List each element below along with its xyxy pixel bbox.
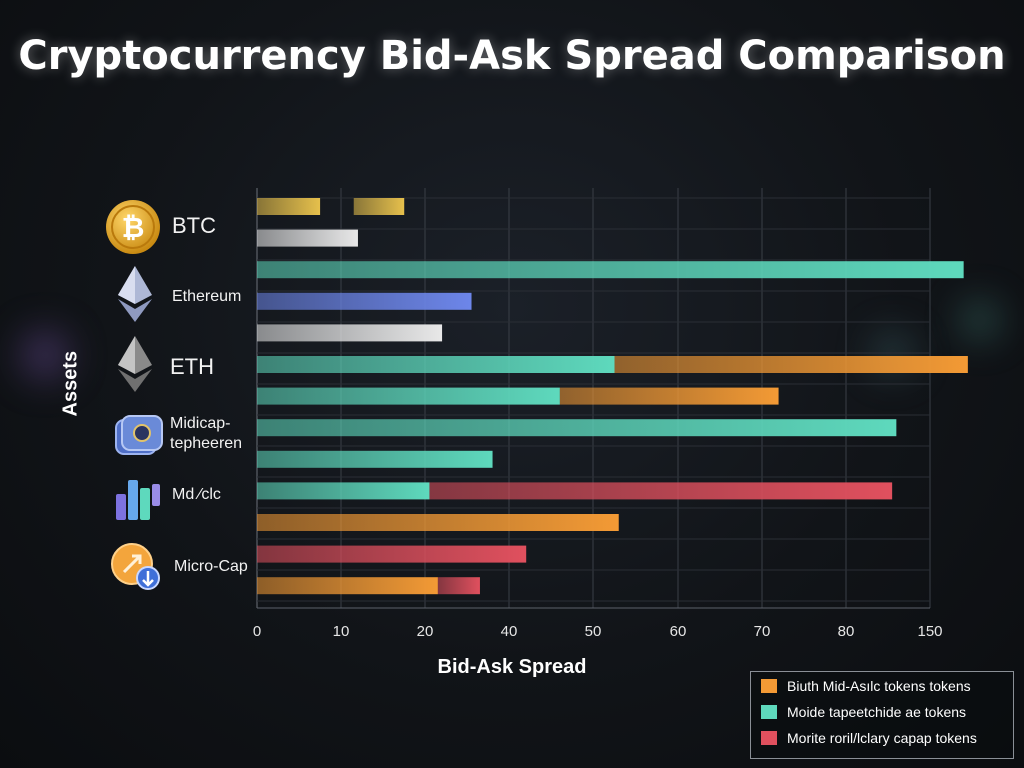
bar-segment <box>437 577 480 595</box>
bar-segment <box>257 577 438 595</box>
ethereum-icon <box>118 266 152 322</box>
x-tick-label: 10 <box>333 623 350 640</box>
legend-swatch <box>761 705 777 719</box>
bar-segment <box>257 482 430 500</box>
bar-segment <box>257 261 964 279</box>
legend-label: Biuth Mid-Asılc tokens tokens <box>787 678 971 694</box>
x-tick-label: 150 <box>917 623 942 640</box>
legend-label: Moide tapeetchide ae tokens <box>787 704 967 720</box>
asset-label-eth: ETH <box>170 354 214 379</box>
x-tick-label: 60 <box>670 623 687 640</box>
chart-title: Cryptocurrency Bid-Ask Spread Comparison <box>18 33 1006 79</box>
legend-label: Morite roril/lclary capap tokens <box>787 730 977 746</box>
x-axis-label: Bid-Ask Spread <box>437 656 587 678</box>
asset-label-ethereum: Ethereum <box>172 288 242 305</box>
bar-segment <box>257 324 443 342</box>
lock-cube-icon <box>115 415 163 455</box>
bar-segment <box>257 229 358 247</box>
bar-segment <box>257 387 560 405</box>
bar-segment <box>353 198 405 215</box>
x-tick-label: 0 <box>253 623 261 640</box>
x-tick-label: 20 <box>417 623 434 640</box>
svg-text:₿: ₿ <box>122 211 145 244</box>
bitcoin-icon: ₿ <box>106 200 160 254</box>
bar-segment <box>257 356 615 373</box>
bar-segment <box>429 482 893 500</box>
asset-label-microcap: Micro-Cap <box>174 558 248 575</box>
bar-segment <box>257 198 321 215</box>
background-glow <box>960 300 1000 340</box>
asset-label-mid: Md ⁄clc <box>172 486 221 503</box>
bar-segment <box>257 450 493 468</box>
x-tick-label: 50 <box>585 623 602 640</box>
bar-chart-icon <box>116 480 160 520</box>
legend-item: Biuth Mid-Asılc tokens tokens <box>761 678 971 694</box>
bar-segment <box>257 545 527 563</box>
legend-swatch <box>761 679 777 693</box>
legend: Biuth Mid-Asılc tokens tokens Moide tape… <box>750 671 1014 759</box>
micro-cap-coin-icon <box>111 543 160 590</box>
bar-segment <box>559 387 779 405</box>
x-tick-label: 40 <box>501 623 518 640</box>
legend-item: Moide tapeetchide ae tokens <box>761 704 966 720</box>
ethereum-gray-icon <box>118 336 152 392</box>
bar-segment <box>257 514 619 531</box>
bar-segment <box>614 356 968 373</box>
x-tick-label: 80 <box>838 623 855 640</box>
x-tick-label: 70 <box>754 623 771 640</box>
background-glow <box>20 330 70 380</box>
legend-item: Morite roril/lclary capap tokens <box>761 730 977 746</box>
bar-segment <box>257 419 897 437</box>
legend-swatch <box>761 731 777 745</box>
asset-label-btc: BTC <box>172 213 216 238</box>
bar-segment <box>257 292 472 310</box>
asset-label-midcap: Midicap- tepheeren <box>170 415 243 452</box>
